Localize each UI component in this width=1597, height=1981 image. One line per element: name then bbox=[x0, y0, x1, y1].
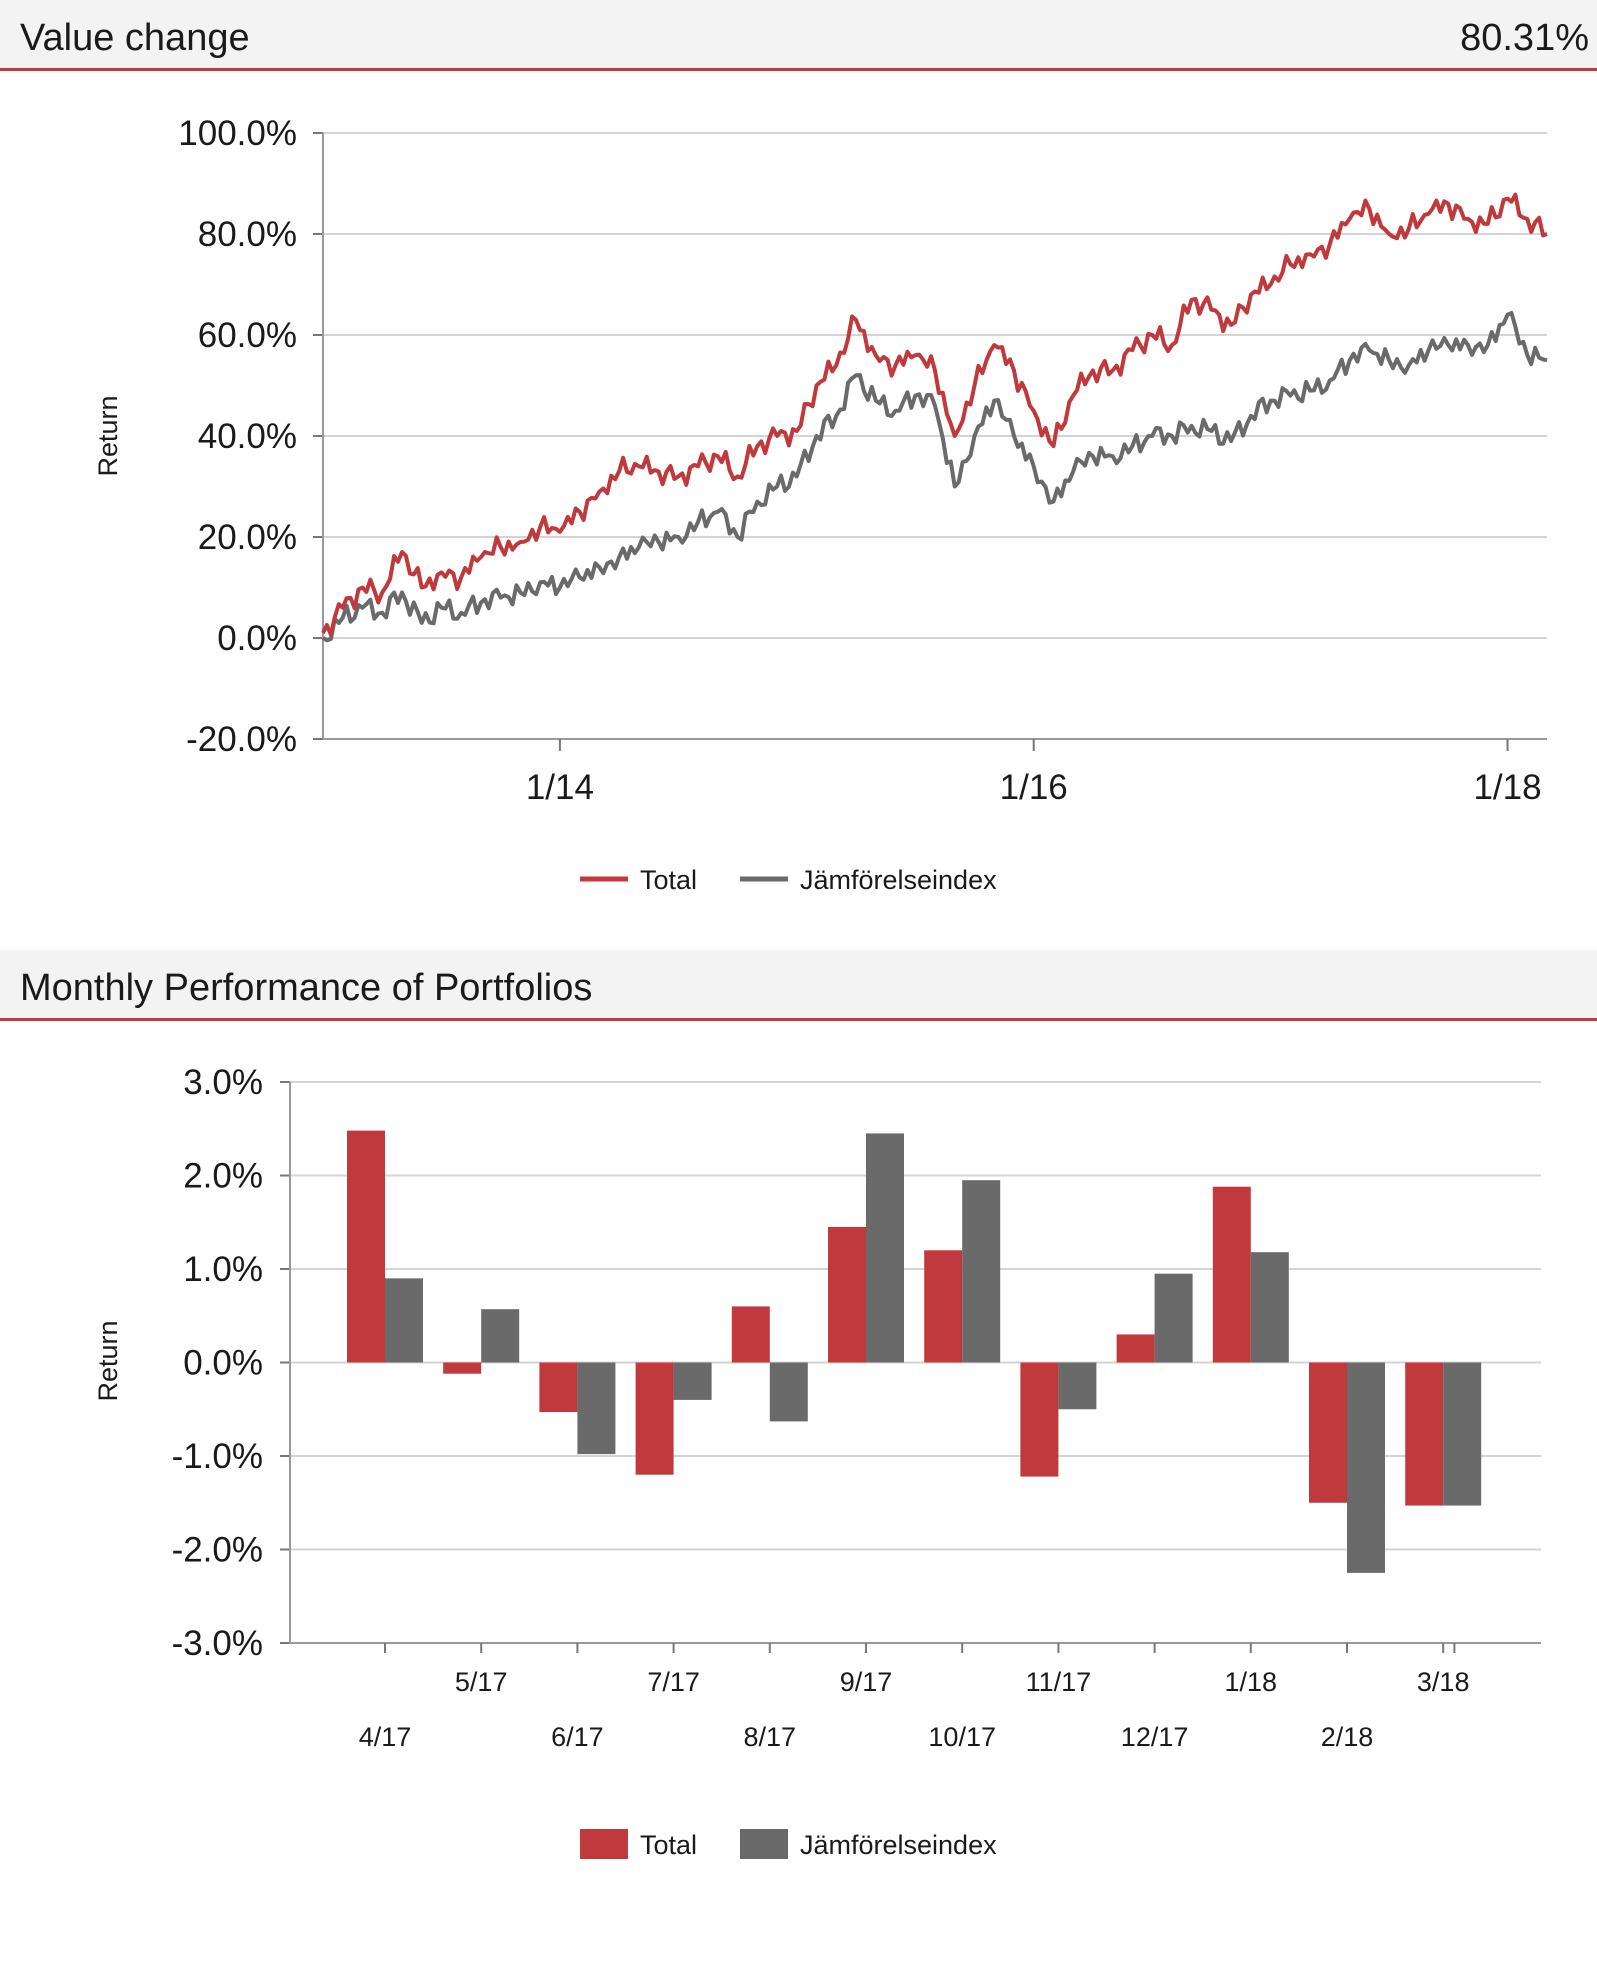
y-tick-label: 3.0% bbox=[183, 1063, 263, 1102]
y-tick-label: -2.0% bbox=[172, 1531, 263, 1570]
y-tick-label: -20.0% bbox=[186, 720, 297, 759]
legend: Total Jämförelseindex bbox=[580, 1829, 997, 1860]
bar-index-2-18 bbox=[1347, 1362, 1385, 1573]
y-tick-label: 100.0% bbox=[178, 114, 297, 153]
x-tick-label: 4/17 bbox=[359, 1722, 412, 1752]
series-lines bbox=[321, 192, 1548, 643]
y-tick-label: 0.0% bbox=[217, 619, 297, 658]
bar-total-12-17 bbox=[1116, 1334, 1155, 1363]
monthly-title: Monthly Performance of Portfolios bbox=[20, 967, 593, 1009]
bar-total-6-17 bbox=[539, 1362, 578, 1413]
y-tick-label: 0.0% bbox=[183, 1344, 263, 1383]
bar-index-5-17 bbox=[481, 1309, 520, 1363]
series-line-index bbox=[321, 310, 1548, 643]
x-tick-label: 1/14 bbox=[526, 768, 594, 807]
y-tick-label: 20.0% bbox=[198, 518, 297, 557]
legend-label: Jämförelseindex bbox=[800, 865, 997, 895]
legend-label: Total bbox=[640, 865, 697, 895]
x-tick-labels: 1/14 1/16 1/18 bbox=[526, 768, 1542, 807]
legend-swatch bbox=[740, 1829, 788, 1859]
y-tick-label: 2.0% bbox=[183, 1157, 263, 1196]
bar-total-5-17 bbox=[443, 1362, 482, 1374]
value-change-title: Value change bbox=[20, 17, 250, 59]
bar-total-1-18 bbox=[1212, 1186, 1251, 1363]
bar-total-11-17 bbox=[1020, 1362, 1059, 1477]
legend-label: Jämförelseindex bbox=[800, 1830, 997, 1860]
x-tick-label: 2/18 bbox=[1321, 1722, 1374, 1752]
value-change-chart: -20.0% 0.0% 20.0% 40.0% 60.0% 80.0% 100.0% 1/1… bbox=[93, 114, 1548, 895]
monthly-chart: -3.0% -2.0% -1.0% 0.0% 1.0% 2.0% 3.0% 4/17 5/17… bbox=[93, 1063, 1541, 1860]
bar-index-1-18 bbox=[1250, 1252, 1289, 1363]
value-change-total: 80.31% bbox=[1460, 17, 1589, 59]
x-tick-label: 11/17 bbox=[1026, 1667, 1092, 1697]
bar-index-6-17 bbox=[577, 1362, 616, 1455]
bar-index-3-18 bbox=[1443, 1362, 1482, 1506]
legend-label: Total bbox=[640, 1830, 697, 1860]
series-line-total bbox=[321, 192, 1548, 637]
bar-index-12-17 bbox=[1154, 1273, 1193, 1363]
bar-total-8-17 bbox=[731, 1306, 770, 1363]
y-tick-labels: -20.0% 0.0% 20.0% 40.0% 60.0% 80.0% 100.0% bbox=[178, 114, 297, 759]
x-tick-label: 9/17 bbox=[840, 1667, 893, 1697]
y-tick-labels: -3.0% -2.0% -1.0% 0.0% 1.0% 2.0% 3.0% bbox=[172, 1063, 263, 1663]
value-change-header: Value change 80.31% bbox=[0, 0, 1597, 71]
bar-index-7-17 bbox=[673, 1362, 712, 1400]
y-axis-label: Return bbox=[93, 1320, 123, 1401]
bar-total-2-18 bbox=[1309, 1362, 1347, 1503]
x-tick-label: 7/17 bbox=[647, 1667, 700, 1697]
y-tick-label: 80.0% bbox=[198, 215, 297, 254]
legend-swatch bbox=[580, 1829, 628, 1859]
x-tick-label: 1/16 bbox=[1000, 768, 1068, 807]
x-tick-label: 12/17 bbox=[1121, 1722, 1189, 1752]
y-tick-label: 40.0% bbox=[198, 417, 297, 456]
y-tick-label: 1.0% bbox=[183, 1250, 263, 1289]
bars bbox=[347, 1130, 1482, 1573]
bar-index-11-17 bbox=[1058, 1362, 1097, 1410]
bar-total-3-18 bbox=[1405, 1362, 1444, 1506]
x-tick-label: 1/18 bbox=[1473, 768, 1541, 807]
y-tick-label: 60.0% bbox=[198, 316, 297, 355]
x-tick-labels: 4/17 5/17 6/17 7/17 8/17 9/17 10/17 11/17 12/17 1… bbox=[359, 1667, 1470, 1752]
bar-total-4-17 bbox=[347, 1130, 385, 1363]
bar-index-4-17 bbox=[385, 1278, 423, 1363]
x-tick-label: 5/17 bbox=[455, 1667, 508, 1697]
x-tick-label: 10/17 bbox=[928, 1722, 996, 1752]
x-tick-label: 8/17 bbox=[744, 1722, 797, 1752]
x-tick-label: 3/18 bbox=[1417, 1667, 1470, 1697]
bar-index-9-17 bbox=[866, 1133, 904, 1363]
x-tick-label: 1/18 bbox=[1225, 1667, 1278, 1697]
bar-index-10-17 bbox=[962, 1180, 1001, 1363]
monthly-header: Monthly Performance of Portfolios bbox=[0, 950, 1597, 1021]
legend: Total Jämförelseindex bbox=[580, 865, 997, 895]
axes bbox=[313, 132, 1547, 751]
x-tick-label: 6/17 bbox=[551, 1722, 604, 1752]
y-tick-label: -3.0% bbox=[172, 1624, 263, 1663]
grid-lines bbox=[323, 132, 1547, 639]
bar-total-9-17 bbox=[828, 1226, 866, 1363]
y-axis-label: Return bbox=[93, 395, 123, 476]
bar-index-8-17 bbox=[769, 1362, 808, 1422]
y-tick-label: -1.0% bbox=[172, 1437, 263, 1476]
bar-total-10-17 bbox=[924, 1250, 963, 1363]
bar-total-7-17 bbox=[635, 1362, 674, 1475]
axes bbox=[280, 1081, 1541, 1653]
